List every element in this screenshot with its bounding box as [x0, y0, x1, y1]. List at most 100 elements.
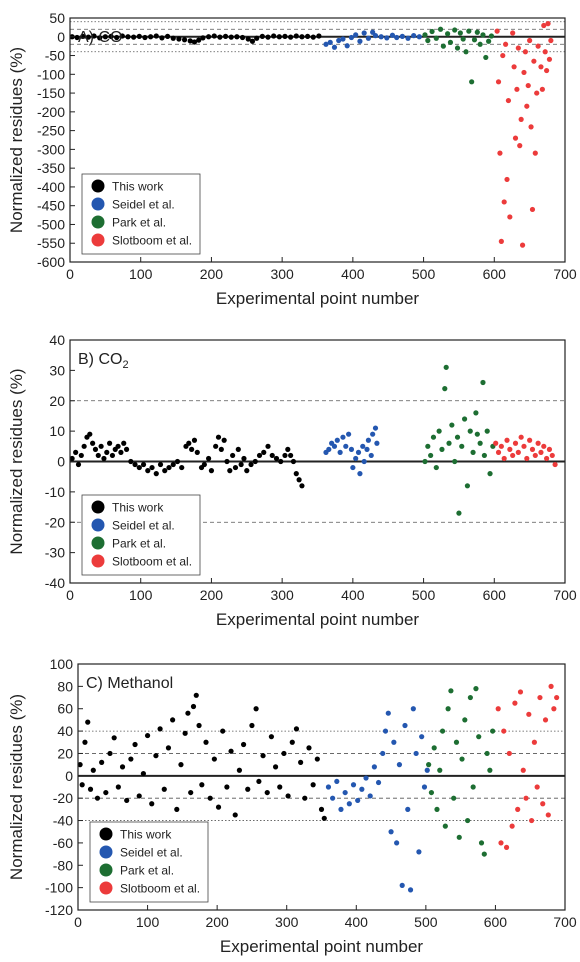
- data-point: [149, 801, 155, 807]
- data-point: [459, 756, 465, 762]
- data-point: [114, 34, 120, 41]
- y-tick-label: 80: [57, 678, 73, 694]
- data-point: [531, 58, 537, 64]
- x-tick-label: 0: [74, 914, 82, 930]
- data-point: [87, 786, 94, 792]
- data-point: [526, 711, 532, 717]
- data-point: [289, 739, 295, 745]
- y-tick-label: -120: [45, 902, 73, 918]
- data-point: [107, 440, 113, 446]
- x-tick-label: 400: [345, 914, 369, 930]
- data-point: [81, 443, 87, 449]
- data-point: [359, 786, 365, 792]
- data-point: [501, 199, 507, 205]
- legend-marker: [99, 863, 113, 877]
- legend-marker: [91, 536, 105, 550]
- y-tick-label: 0: [57, 454, 65, 470]
- data-point: [429, 28, 435, 35]
- data-point: [321, 815, 327, 821]
- data-point: [494, 28, 500, 34]
- panel-label: C) Methanol: [86, 675, 173, 692]
- data-point: [372, 33, 379, 39]
- data-point: [389, 32, 396, 38]
- data-point: [136, 464, 142, 471]
- data-point: [524, 455, 530, 462]
- data-point: [439, 446, 445, 452]
- x-axis-label: Experimental point number: [216, 610, 420, 629]
- data-point: [416, 849, 422, 855]
- data-point: [518, 116, 524, 122]
- y-tick-label: 30: [49, 362, 65, 378]
- data-point: [265, 34, 271, 40]
- data-point: [451, 795, 457, 801]
- data-point: [90, 767, 96, 773]
- data-point: [487, 767, 493, 773]
- data-point: [510, 30, 516, 36]
- y-tick-label: 20: [49, 393, 65, 409]
- data-point: [234, 34, 240, 40]
- data-point: [426, 762, 432, 768]
- data-point: [488, 33, 495, 39]
- data-point: [495, 449, 502, 455]
- data-point: [535, 43, 541, 49]
- data-point: [532, 452, 538, 459]
- y-tick-label: -200: [37, 104, 65, 120]
- data-point: [484, 750, 490, 757]
- data-point: [189, 446, 195, 452]
- data-point: [493, 440, 499, 446]
- data-point: [507, 214, 513, 220]
- data-point: [440, 43, 446, 49]
- data-point: [501, 728, 507, 734]
- data-point: [353, 32, 359, 38]
- data-point: [305, 33, 311, 39]
- data-point: [78, 452, 84, 459]
- data-point: [217, 34, 223, 40]
- y-tick-label: -500: [37, 216, 65, 232]
- x-tick-label: 200: [205, 914, 229, 930]
- data-point: [473, 410, 479, 416]
- data-point: [367, 793, 373, 799]
- data-point: [431, 745, 437, 751]
- data-point: [222, 33, 229, 39]
- data-point: [537, 694, 543, 701]
- data-point: [487, 471, 493, 477]
- data-point: [92, 446, 99, 452]
- series-3: [495, 683, 560, 850]
- data-point: [477, 440, 483, 446]
- data-point: [394, 34, 400, 41]
- data-point: [544, 67, 550, 74]
- series-0: [69, 33, 322, 45]
- data-point: [515, 449, 521, 455]
- data-point: [425, 37, 431, 44]
- data-point: [344, 43, 350, 49]
- data-point: [350, 782, 357, 788]
- data-point: [554, 694, 560, 701]
- data-point: [95, 452, 101, 459]
- data-point: [509, 823, 515, 829]
- y-tick-label: -300: [37, 141, 65, 157]
- data-point: [546, 446, 553, 452]
- y-axis-label: Normalized residues (%): [7, 694, 26, 880]
- data-point: [254, 35, 260, 41]
- data-point: [132, 461, 138, 468]
- data-point: [153, 753, 159, 759]
- data-point: [69, 455, 75, 462]
- data-point: [439, 728, 446, 734]
- data-point: [422, 32, 428, 38]
- data-point: [256, 452, 263, 459]
- data-point: [235, 446, 241, 452]
- data-point: [176, 36, 182, 42]
- data-point: [512, 700, 518, 706]
- plot-frame: [77, 663, 566, 911]
- data-point: [527, 437, 533, 443]
- y-tick-label: -100: [37, 66, 65, 82]
- data-point: [101, 455, 107, 462]
- data-point: [470, 449, 476, 455]
- data-point: [288, 34, 294, 40]
- series-0: [77, 692, 327, 821]
- data-point: [323, 41, 329, 47]
- data-point: [249, 38, 256, 44]
- data-point: [375, 779, 382, 786]
- y-tick-label: -550: [37, 235, 65, 251]
- data-point: [272, 764, 279, 770]
